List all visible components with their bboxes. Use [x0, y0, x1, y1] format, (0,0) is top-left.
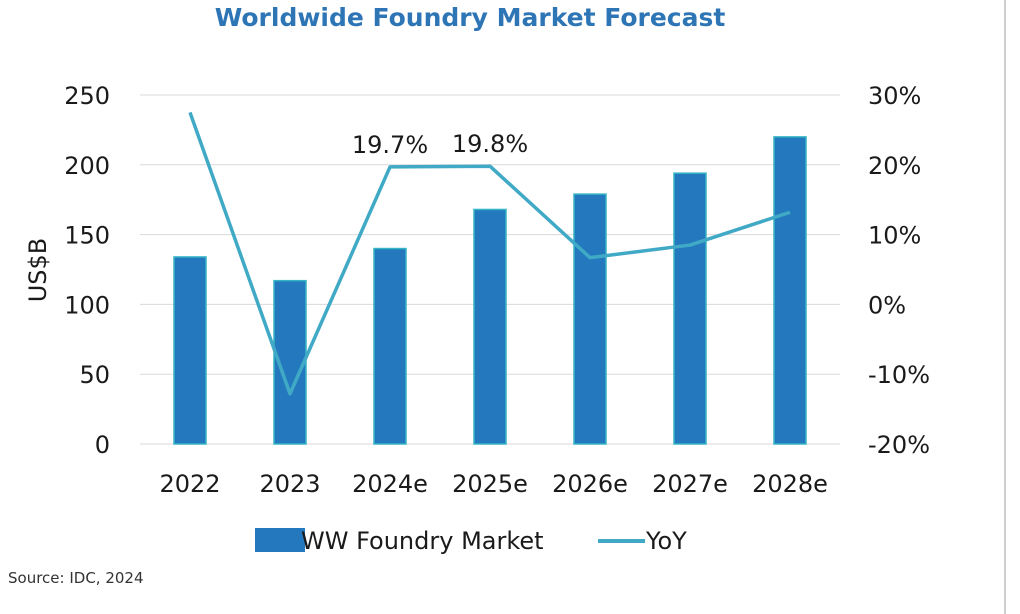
y-tick-label: 100	[64, 291, 110, 319]
y2-tick-label: 30%	[868, 82, 921, 110]
x-tick-label: 2022	[159, 470, 220, 498]
x-axis-ticks: 2022 2023 2024e 2025e 2026e 2027e 2028e	[159, 470, 827, 498]
right-axis-ticks: -20% -10% 0% 10% 20% 30%	[868, 82, 930, 459]
bar-series	[173, 136, 807, 445]
data-label-2024e: 19.7%	[352, 131, 428, 159]
y2-tick-label: -10%	[868, 361, 930, 389]
y-tick-label: 50	[79, 361, 110, 389]
y-tick-label: 200	[64, 152, 110, 180]
x-tick-label: 2025e	[452, 470, 528, 498]
x-tick-label: 2028e	[752, 470, 828, 498]
bar-2024e	[373, 247, 407, 445]
y-tick-label: 250	[64, 82, 110, 110]
source-note: Source: IDC, 2024	[8, 569, 144, 587]
bar-2026e	[573, 193, 607, 445]
frame-border	[1004, 0, 1006, 614]
legend-label-bar: WW Foundry Market	[301, 527, 544, 555]
x-tick-label: 2023	[259, 470, 320, 498]
y-tick-label: 0	[95, 431, 110, 459]
x-tick-label: 2024e	[352, 470, 428, 498]
bar-2027e	[673, 172, 707, 445]
y2-tick-label: 0%	[868, 291, 906, 319]
x-tick-label: 2026e	[552, 470, 628, 498]
legend: WW Foundry Market YoY	[255, 527, 687, 555]
bar-2028e	[773, 136, 807, 445]
left-axis-ticks: 0 50 100 150 200 250	[64, 82, 110, 459]
legend-label-line: YoY	[645, 527, 687, 555]
x-tick-label: 2027e	[652, 470, 728, 498]
bar-2022	[173, 256, 207, 445]
legend-swatch-bar	[255, 528, 305, 552]
y2-tick-label: -20%	[868, 431, 930, 459]
data-label-2025e: 19.8%	[452, 130, 528, 158]
y2-tick-label: 10%	[868, 222, 921, 250]
line-series	[188, 111, 791, 396]
bar-2025e	[473, 208, 507, 445]
data-labels: 19.7% 19.8%	[352, 130, 528, 159]
y-axis-label: US$B	[24, 238, 52, 303]
chart-title: Worldwide Foundry Market Forecast	[215, 3, 726, 32]
y-tick-label: 150	[64, 222, 110, 250]
y2-tick-label: 20%	[868, 152, 921, 180]
